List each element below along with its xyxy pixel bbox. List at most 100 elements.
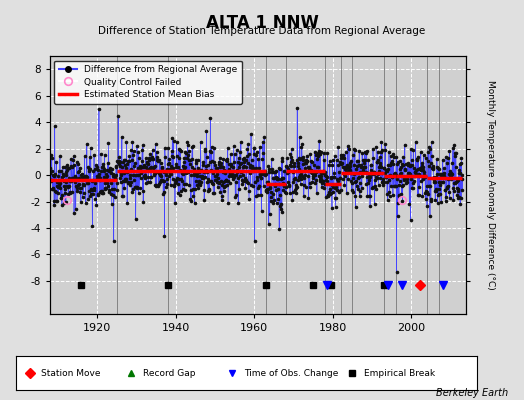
Point [253, 149, 261, 156]
Point [341, 166, 350, 173]
Point [230, 174, 238, 180]
Point [222, 157, 231, 163]
Point [254, 184, 262, 191]
Point [415, 184, 423, 190]
Point [162, 176, 171, 182]
Point [135, 184, 144, 191]
Point [193, 170, 201, 176]
Point [312, 151, 320, 158]
Point [440, 170, 448, 176]
Point [321, 181, 329, 187]
Point [248, 167, 257, 174]
Point [288, 146, 296, 152]
Point [271, 183, 279, 190]
Point [389, 154, 398, 160]
Point [246, 182, 255, 188]
Point [457, 172, 466, 179]
Point [400, 175, 408, 182]
Point [452, 178, 461, 184]
Point [219, 164, 227, 170]
Point [452, 179, 461, 185]
Point [419, 176, 428, 182]
Point [314, 164, 322, 170]
Point [326, 190, 334, 197]
Point [147, 164, 155, 170]
Point [265, 166, 274, 172]
Point [163, 181, 172, 187]
Point [150, 170, 159, 176]
Point [63, 166, 71, 173]
Point [230, 142, 238, 149]
Point [427, 160, 435, 166]
Point [242, 177, 250, 183]
Point [206, 114, 214, 121]
Point [316, 176, 325, 182]
Point [315, 137, 323, 144]
Point [376, 175, 385, 181]
Point [84, 196, 92, 202]
Point [202, 128, 211, 134]
Point [442, 154, 450, 160]
Point [365, 173, 373, 179]
Point [141, 155, 150, 162]
Point [158, 165, 166, 172]
Point [57, 168, 65, 174]
Point [88, 187, 96, 193]
Point [341, 164, 349, 170]
Point [336, 158, 344, 165]
Point [172, 139, 181, 145]
Point [83, 174, 92, 180]
Point [409, 177, 418, 184]
Point [188, 156, 196, 162]
Point [350, 170, 358, 177]
Point [335, 175, 344, 181]
Point [458, 176, 466, 182]
Point [107, 191, 116, 198]
Point [122, 176, 130, 182]
Point [195, 180, 204, 187]
Point [140, 168, 149, 174]
Point [408, 185, 416, 191]
Point [155, 170, 163, 176]
Point [430, 177, 438, 184]
Point [453, 192, 461, 198]
Point [246, 162, 254, 168]
Point [182, 181, 190, 187]
Point [143, 167, 151, 174]
Point [440, 165, 448, 171]
Point [157, 177, 166, 183]
Point [64, 175, 73, 181]
Point [171, 177, 180, 183]
Point [194, 185, 202, 191]
Point [142, 164, 150, 170]
Point [357, 185, 366, 192]
Point [139, 142, 147, 148]
Point [348, 170, 356, 176]
Point [379, 180, 387, 186]
Point [113, 179, 121, 186]
Point [263, 178, 271, 185]
Point [107, 179, 115, 186]
Point [235, 155, 243, 162]
Point [310, 162, 318, 168]
Point [287, 162, 295, 169]
Point [324, 192, 332, 198]
Point [97, 168, 105, 174]
Point [398, 198, 407, 204]
Point [163, 166, 171, 173]
Point [400, 141, 409, 148]
Point [166, 170, 174, 176]
Point [360, 164, 368, 170]
Point [361, 164, 369, 170]
Point [332, 184, 341, 190]
Point [193, 157, 202, 164]
Point [352, 183, 361, 189]
Point [337, 152, 345, 158]
Point [74, 169, 82, 175]
Point [225, 161, 233, 167]
Point [62, 169, 70, 176]
Point [403, 174, 411, 180]
Point [404, 170, 412, 176]
Point [149, 156, 158, 162]
Point [285, 182, 293, 188]
